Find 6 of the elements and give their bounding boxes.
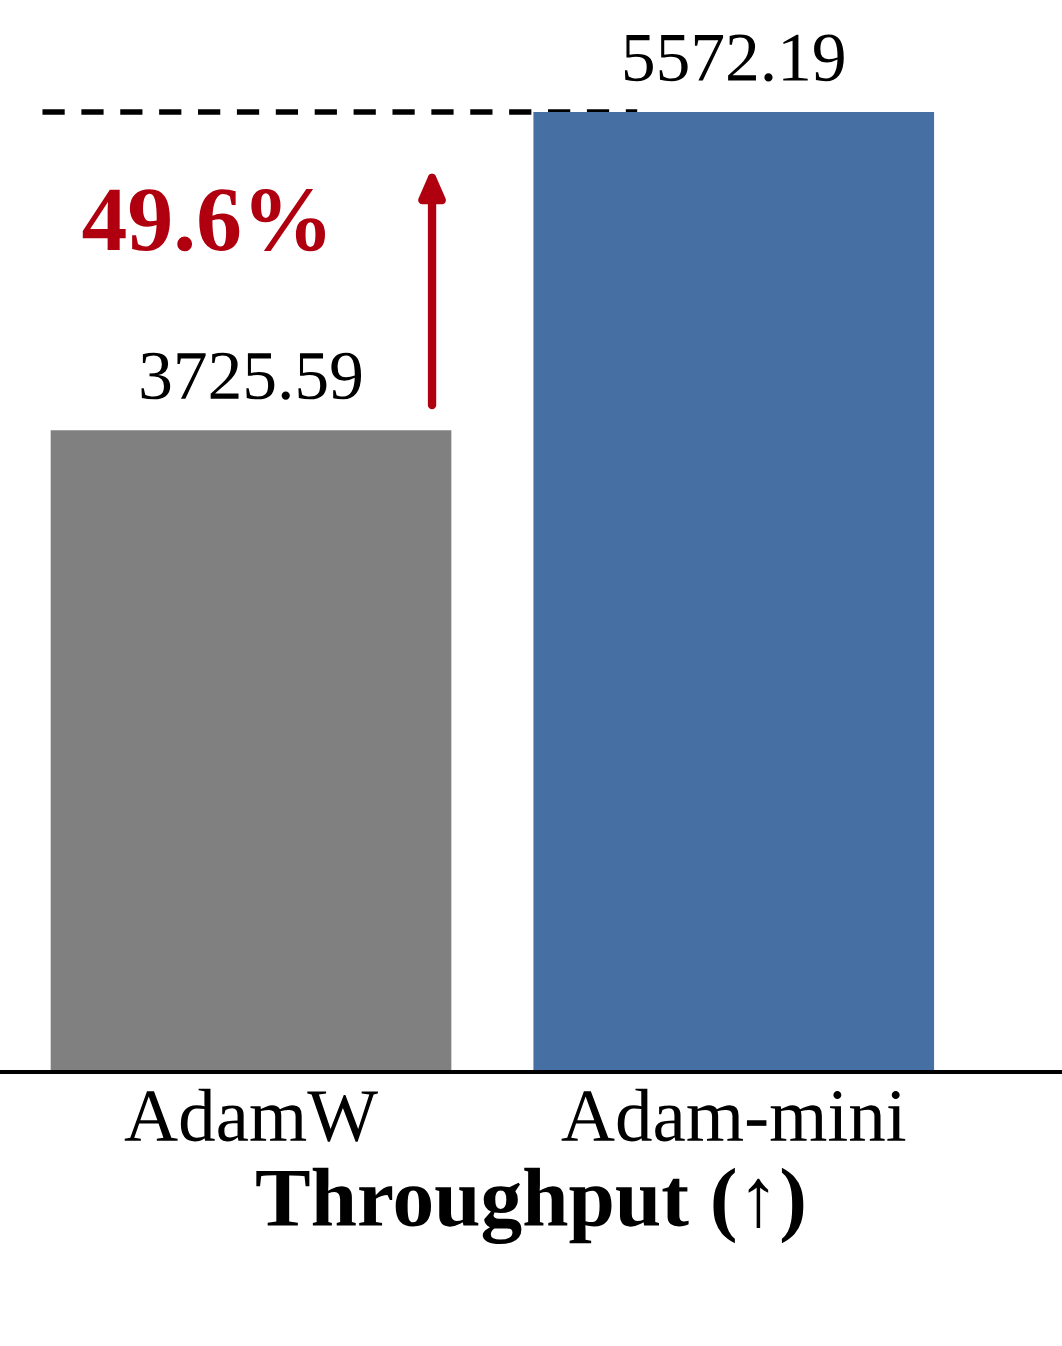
x-tick-label: AdamW xyxy=(124,1088,378,1142)
data-label: 5572.19 xyxy=(624,34,844,82)
annotation: 49.6% xyxy=(82,189,326,252)
x-axis-title: Throughput (↑) xyxy=(256,1167,804,1245)
data-label: 3725.59 xyxy=(141,352,362,400)
x-tick-label: Adam-mini xyxy=(561,1088,906,1142)
